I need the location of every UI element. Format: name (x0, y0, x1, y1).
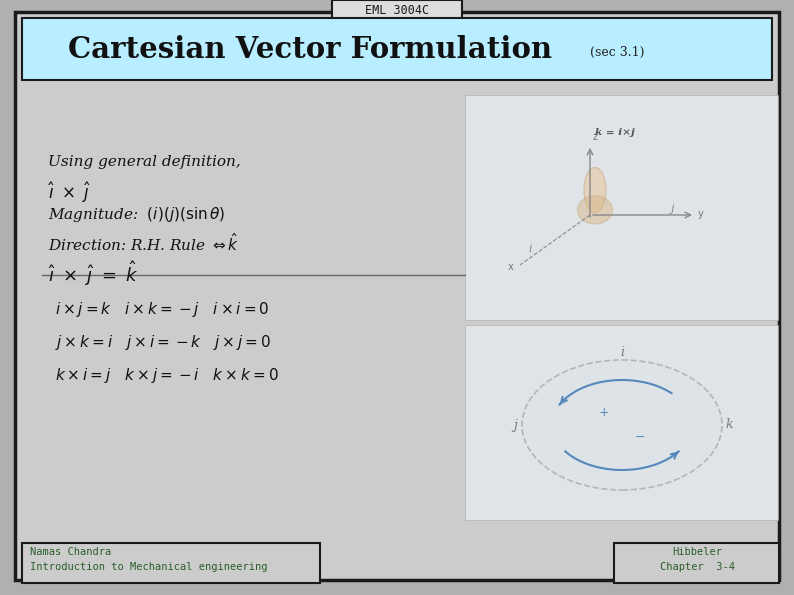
Text: Chapter  3-4: Chapter 3-4 (660, 562, 734, 572)
Text: k: k (725, 418, 733, 431)
Text: z: z (593, 132, 598, 142)
Bar (614, 543, 779, 583)
Text: k = i×j: k = i×j (595, 128, 634, 137)
Ellipse shape (577, 196, 612, 224)
Text: $k\times i=j\quad k\times j=-i\quad k\times k=0$: $k\times i=j\quad k\times j=-i\quad k\ti… (55, 366, 279, 385)
Text: Hibbeler: Hibbeler (672, 547, 722, 557)
Bar (332, 0, 462, 22)
Bar (465, 95, 778, 320)
Text: $\hat{\imath}\ \times\ \hat{\jmath}\ =\ \hat{k}$: $\hat{\imath}\ \times\ \hat{\jmath}\ =\ … (48, 259, 139, 288)
Bar (465, 325, 778, 520)
Text: i: i (528, 244, 531, 254)
Text: Namas Chandra: Namas Chandra (30, 547, 111, 557)
Text: y: y (698, 209, 703, 219)
Text: Magnitude:  $(i)(j)(\sin\theta)$: Magnitude: $(i)(j)(\sin\theta)$ (48, 205, 225, 224)
Text: Direction: R.H. Rule $\Leftrightarrow \hat{k}$: Direction: R.H. Rule $\Leftrightarrow \h… (48, 232, 239, 254)
Text: i: i (620, 346, 624, 359)
Ellipse shape (584, 168, 606, 212)
Text: j: j (513, 418, 517, 431)
Text: EML 3004C: EML 3004C (365, 5, 429, 17)
Text: +: + (599, 406, 609, 419)
Text: $i\times j=k\quad i\times k=-j\quad i\times i=0$: $i\times j=k\quad i\times k=-j\quad i\ti… (55, 300, 269, 319)
Text: $j\times k=i\quad j\times i=-k\quad j\times j=0$: $j\times k=i\quad j\times i=-k\quad j\ti… (55, 333, 272, 352)
Text: Cartesian Vector Formulation: Cartesian Vector Formulation (68, 35, 552, 64)
Text: Introduction to Mechanical engineering: Introduction to Mechanical engineering (30, 562, 268, 572)
Text: x: x (508, 262, 514, 272)
Text: $\hat{\imath}\ \times\ \hat{\jmath}$: $\hat{\imath}\ \times\ \hat{\jmath}$ (48, 180, 91, 205)
Bar (22, 18, 772, 80)
Text: Using general definition,: Using general definition, (48, 155, 241, 169)
Text: (sec 3.1): (sec 3.1) (590, 45, 645, 58)
Text: −: − (634, 431, 646, 443)
Text: j: j (670, 204, 673, 214)
Bar (22, 543, 320, 583)
Ellipse shape (522, 360, 722, 490)
